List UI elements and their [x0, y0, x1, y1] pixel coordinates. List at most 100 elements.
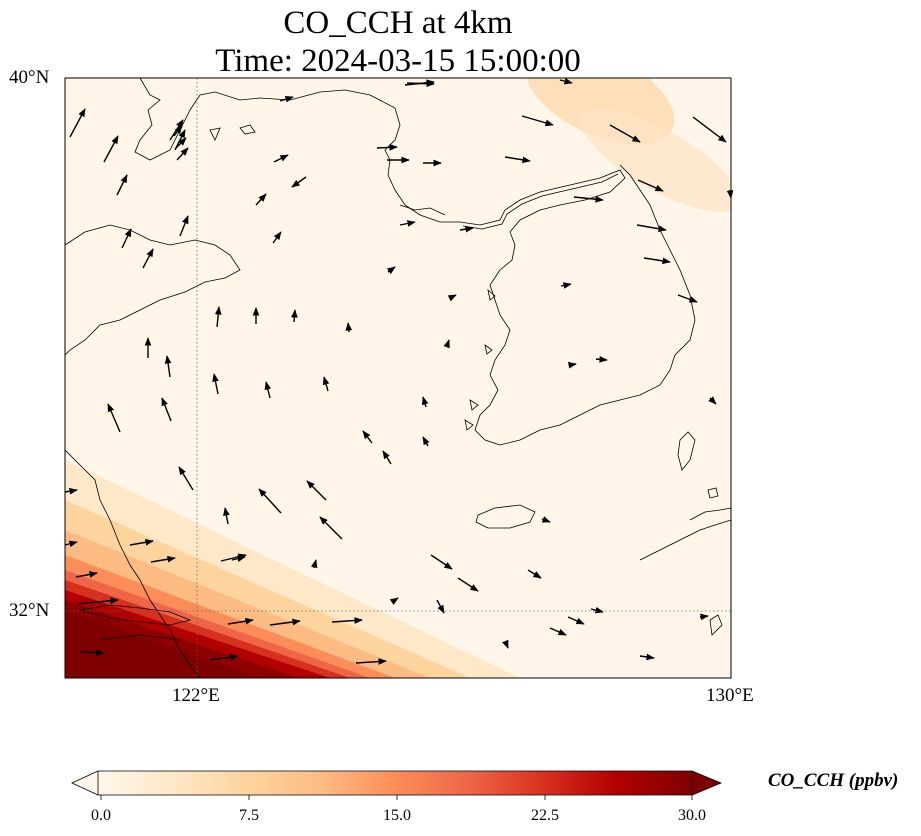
wind-arrow	[121, 228, 132, 249]
colorbar-gradient	[98, 771, 692, 795]
wind-arrow	[178, 466, 194, 491]
wind-arrow	[595, 355, 608, 363]
wind-arrow	[223, 507, 230, 525]
wind-arrow	[527, 569, 542, 579]
wind-arrow	[567, 361, 577, 369]
wind-arrow	[107, 403, 121, 433]
wind-arrow	[209, 653, 239, 661]
wind-arrow	[590, 606, 604, 614]
colorbar-tick-label: 30.0	[678, 807, 706, 824]
colorbar-tick-label: 22.5	[531, 807, 559, 824]
map-frame	[64, 77, 732, 679]
wind-arrow	[708, 396, 717, 405]
colorbar	[71, 770, 723, 800]
wind-arrow	[404, 79, 435, 87]
wind-arrow	[362, 430, 373, 444]
wind-arrow	[176, 147, 189, 161]
wind-arrow	[560, 282, 572, 289]
wind-arrow	[161, 397, 172, 422]
wind-arrow	[549, 627, 567, 636]
wind-arrow	[291, 176, 307, 188]
wind-arrow	[64, 540, 78, 548]
lat-tick-40n: 40°N	[9, 67, 50, 88]
wind-arrow	[116, 174, 128, 196]
wind-arrow	[227, 617, 254, 625]
wind-arrow	[103, 135, 119, 163]
wind-arrow	[79, 649, 105, 657]
wind-arrow	[255, 193, 267, 206]
wind-arrow	[77, 597, 119, 605]
wind-arrow	[173, 125, 183, 137]
wind-arrow	[129, 538, 154, 546]
wind-arrow	[609, 124, 641, 143]
wind-arrow	[355, 658, 387, 665]
wind-arrow	[291, 309, 298, 323]
wind-arrow	[179, 215, 189, 237]
wind-arrow	[345, 322, 353, 333]
wind-arrow	[273, 154, 289, 163]
wind-arrow	[567, 616, 585, 625]
wind-arrow	[637, 179, 664, 192]
wind-arrow	[214, 306, 222, 328]
colorbar-min-extend	[71, 770, 99, 796]
map-title: CO_CCH at 4km	[283, 5, 513, 41]
lat-tick-32n: 32°N	[9, 600, 50, 621]
wind-arrow	[541, 516, 551, 523]
wind-vectors	[64, 77, 734, 665]
wind-arrow	[443, 339, 450, 349]
colorbar-label: CO_CCH (ppbv)	[768, 770, 899, 791]
wind-arrow	[699, 613, 709, 621]
wind-arrow	[692, 116, 727, 143]
wind-arrow	[573, 195, 604, 203]
wind-arrow	[430, 554, 453, 570]
wind-arrow	[264, 381, 272, 399]
wind-arrow	[75, 571, 98, 578]
wind-arrow	[399, 220, 416, 227]
wind-arrow	[504, 156, 531, 164]
wind-arrow	[447, 294, 457, 302]
wind-arrow	[643, 257, 671, 265]
coastlines	[65, 78, 731, 678]
lon-tick-130e: 130°E	[706, 685, 754, 706]
wind-arrow	[142, 248, 154, 269]
colorbar-tick-label: 7.5	[239, 807, 259, 824]
wind-arrow	[258, 488, 282, 514]
map-subtitle: Time: 2024-03-15 15:00:00	[215, 43, 581, 79]
wind-arrow	[677, 294, 698, 303]
wind-arrow	[319, 516, 343, 540]
wind-arrow	[175, 137, 187, 149]
wind-arrow	[150, 555, 176, 563]
wind-arrow	[382, 450, 392, 465]
lon-tick-122e: 122°E	[172, 685, 220, 706]
wind-arrow	[306, 480, 327, 501]
wind-arrow	[502, 639, 509, 649]
wind-arrow	[559, 77, 573, 85]
wind-arrow	[331, 617, 363, 624]
wind-arrow	[310, 559, 318, 569]
wind-arrow	[389, 597, 399, 605]
wind-arrow	[64, 487, 78, 495]
wind-arrow	[521, 115, 554, 127]
wind-arrow	[422, 436, 430, 447]
wind-arrow	[639, 653, 655, 661]
wind-arrow	[457, 577, 479, 592]
colorbar-tick-label: 0.0	[91, 807, 111, 824]
wind-arrow	[421, 396, 429, 408]
colorbar-tick-label: 15.0	[383, 807, 411, 824]
wind-arrow	[272, 231, 282, 244]
wind-arrow	[459, 225, 474, 233]
wind-arrow	[322, 376, 330, 392]
wind-arrow	[636, 224, 667, 233]
wind-arrow	[212, 373, 219, 395]
colorbar-max-extend	[691, 770, 723, 796]
wind-arrow	[376, 144, 398, 151]
wind-arrow	[269, 618, 301, 626]
wind-arrow	[220, 553, 247, 562]
wind-arrow	[164, 355, 172, 378]
wind-arrow	[386, 266, 396, 275]
wind-arrow	[279, 96, 294, 103]
wind-arrow	[436, 599, 445, 614]
gridlines	[65, 78, 731, 678]
concentration-field	[65, 78, 731, 678]
